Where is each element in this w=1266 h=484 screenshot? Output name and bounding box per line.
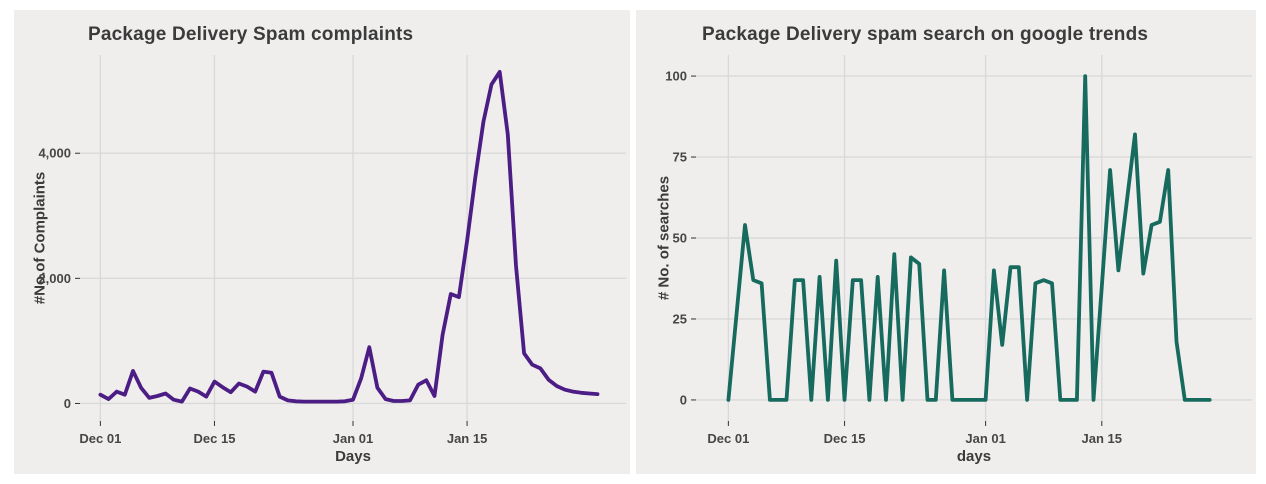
y-tick-label: 50 xyxy=(673,231,687,246)
axis-tick-labels: 0 2,000 4,000 Dec 01 Dec 15 Jan 01 Jan 15 xyxy=(38,146,487,446)
complaints-chart: Package Delivery Spam complaints #No.of … xyxy=(14,10,630,474)
axis-ticks xyxy=(75,152,468,426)
x-tick-label: Jan 01 xyxy=(333,431,373,446)
complaints-plot: 0 2,000 4,000 Dec 01 Dec 15 Jan 01 Jan 15 xyxy=(38,55,626,446)
x-tick-label: Jan 15 xyxy=(447,431,487,446)
trends-x-axis-title: days xyxy=(956,448,992,465)
trends-chart-title: Package Delivery spam search on google t… xyxy=(702,24,1149,45)
axis-ticks xyxy=(691,75,1103,426)
y-tick-label: 25 xyxy=(673,311,687,326)
y-tick-label: 4,000 xyxy=(38,146,71,161)
x-tick-label: Dec 01 xyxy=(707,431,749,446)
y-tick-label: 2,000 xyxy=(38,271,71,286)
trends-plot: 0 25 50 75 100 Dec 01 Dec 15 Jan 01 Jan 15 xyxy=(665,55,1252,446)
series-line xyxy=(726,74,1212,402)
gridlines xyxy=(696,55,1252,421)
gridlines xyxy=(80,55,626,421)
complaints-chart-title: Package Delivery Spam complaints xyxy=(88,24,414,45)
x-tick-label: Jan 01 xyxy=(965,431,1005,446)
x-tick-label: Dec 15 xyxy=(824,431,866,446)
complaints-x-axis-title: Days xyxy=(335,448,371,465)
y-tick-label: 0 xyxy=(64,396,71,411)
x-tick-label: Jan 15 xyxy=(1082,431,1122,446)
x-tick-label: Dec 01 xyxy=(79,431,121,446)
y-tick-label: 100 xyxy=(665,69,687,84)
trends-chart: Package Delivery spam search on google t… xyxy=(636,10,1256,474)
axis-tick-labels: 0 25 50 75 100 Dec 01 Dec 15 Jan 01 Jan 15 xyxy=(665,69,1122,446)
series-line xyxy=(98,70,600,404)
x-tick-label: Dec 15 xyxy=(194,431,236,446)
y-tick-label: 0 xyxy=(680,392,687,407)
y-tick-label: 75 xyxy=(673,150,687,165)
